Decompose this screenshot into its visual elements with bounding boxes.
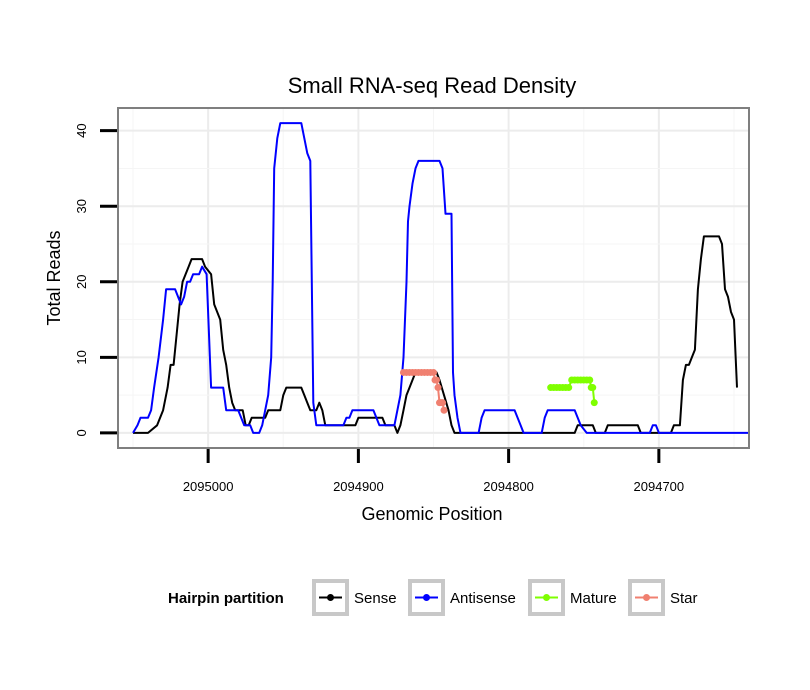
legend-key-point — [423, 594, 430, 601]
series-layer — [132, 122, 749, 434]
x-tick-label: 2094800 — [483, 479, 534, 494]
legend-label: Antisense — [450, 590, 516, 607]
y-axis-title: Total Reads — [44, 230, 64, 325]
y-tick-label: 40 — [74, 123, 89, 137]
legend-item-antisense: Antisense — [408, 579, 516, 616]
legend-label: Sense — [354, 590, 397, 607]
legend-key-point — [327, 594, 334, 601]
y-tick-label: 10 — [74, 350, 89, 364]
data-point-star — [433, 376, 441, 384]
chart-title: Small RNA-seq Read Density — [288, 73, 577, 98]
x-axis-title: Genomic Position — [361, 504, 502, 524]
x-axis: 2095000 2094900 2094800 2094700 — [183, 449, 684, 494]
legend-item-sense: Sense — [312, 579, 397, 616]
data-point-mature — [589, 384, 597, 392]
legend-item-mature: Mature — [528, 579, 617, 616]
legend-item-star: Star — [628, 579, 698, 616]
legend-title: Hairpin partition — [168, 590, 284, 607]
x-tick-label: 2094900 — [333, 479, 384, 494]
y-tick-label: 20 — [74, 275, 89, 289]
x-tick-label: 2094700 — [634, 479, 685, 494]
series-line-antisense — [132, 122, 749, 434]
data-point-mature — [590, 399, 598, 407]
legend-key-point — [543, 594, 550, 601]
legend-label: Mature — [570, 590, 617, 607]
data-point-mature — [586, 376, 594, 384]
data-point-mature — [565, 384, 573, 392]
y-tick-label: 0 — [74, 429, 89, 436]
legend-label: Star — [670, 590, 698, 607]
data-point-star — [430, 368, 437, 376]
y-tick-label: 30 — [74, 199, 89, 213]
data-point-star — [440, 406, 448, 414]
x-tick-label: 2095000 — [183, 479, 234, 494]
data-point-star — [434, 384, 442, 392]
legend-key-point — [643, 594, 650, 601]
plot-border — [117, 107, 750, 449]
series-line-sense — [133, 235, 738, 434]
data-point-star — [439, 399, 447, 407]
legend: Hairpin partition Sense Antisense Mature St… — [168, 579, 698, 616]
y-axis: 0 10 20 30 40 — [74, 123, 117, 437]
